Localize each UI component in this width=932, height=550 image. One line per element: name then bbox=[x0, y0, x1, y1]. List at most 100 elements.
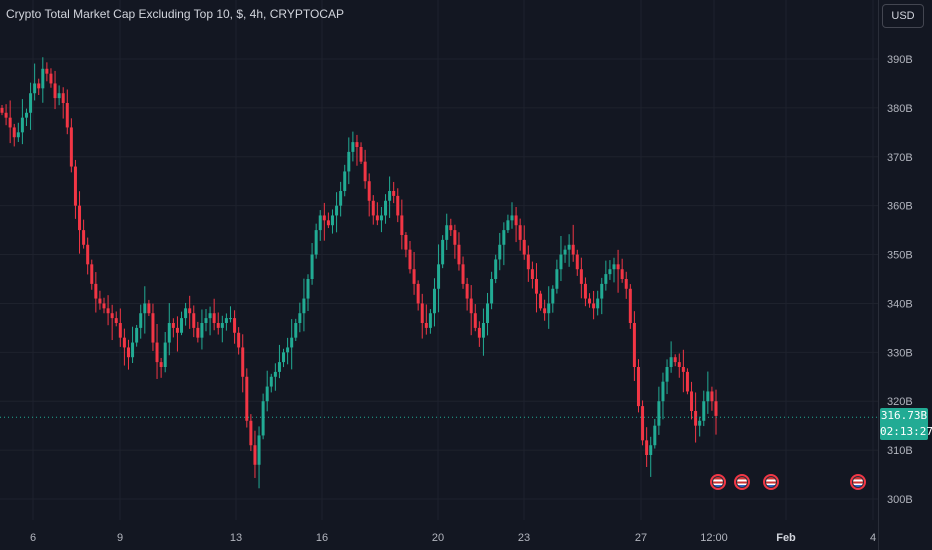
y-tick-label: 320B bbox=[887, 396, 913, 408]
candle-up bbox=[273, 371, 277, 377]
flag-glyph bbox=[713, 477, 723, 487]
candle-down bbox=[396, 195, 400, 216]
flag-glyph bbox=[766, 477, 776, 487]
flag-glyph bbox=[853, 477, 863, 487]
candle-down bbox=[412, 269, 416, 284]
candle-down bbox=[188, 308, 192, 314]
y-tick-label: 330B bbox=[887, 347, 913, 359]
candle-up bbox=[706, 391, 710, 402]
candle-down bbox=[106, 308, 110, 314]
candle-down bbox=[94, 283, 98, 299]
x-tick-label: 16 bbox=[316, 532, 328, 544]
candle-down bbox=[37, 83, 41, 89]
candle-down bbox=[151, 313, 155, 343]
candle-down bbox=[424, 323, 428, 328]
candle-down bbox=[677, 362, 681, 367]
last-price-badge: 316.73B 02:13:27 bbox=[880, 408, 932, 440]
candle-down bbox=[636, 367, 640, 407]
candle-down bbox=[420, 303, 424, 323]
candle-up bbox=[379, 215, 383, 221]
candle-down bbox=[171, 323, 175, 328]
candle-down bbox=[216, 323, 220, 328]
x-tick-label: 4 bbox=[870, 532, 876, 544]
candle-up bbox=[347, 151, 351, 172]
us-flag-icon[interactable] bbox=[710, 474, 726, 490]
candle-down bbox=[237, 332, 241, 348]
candle-down bbox=[461, 264, 465, 284]
us-flag-icon[interactable] bbox=[850, 474, 866, 490]
bar-countdown: 02:13:27 bbox=[880, 425, 932, 438]
candle-down bbox=[367, 181, 371, 201]
candle-down bbox=[375, 215, 379, 221]
candle-down bbox=[616, 264, 620, 270]
candle-up bbox=[298, 313, 302, 323]
candle-up bbox=[180, 318, 184, 333]
x-tick-label: 12:00 bbox=[700, 532, 728, 544]
candle-up bbox=[657, 401, 661, 426]
candle-down bbox=[253, 445, 257, 465]
us-flag-icon[interactable] bbox=[763, 474, 779, 490]
candle-down bbox=[539, 293, 543, 309]
candle-up bbox=[318, 215, 322, 231]
candle-down bbox=[685, 371, 689, 392]
candle-up bbox=[612, 264, 616, 270]
candle-down bbox=[0, 107, 4, 113]
candle-up bbox=[294, 323, 298, 338]
candle-down bbox=[61, 93, 65, 103]
candle-down bbox=[457, 244, 461, 265]
candle-down bbox=[73, 166, 77, 206]
candle-down bbox=[122, 337, 126, 348]
candle-up bbox=[437, 264, 441, 289]
candle-up bbox=[24, 112, 28, 118]
currency-button[interactable]: USD bbox=[882, 4, 924, 28]
candle-down bbox=[620, 269, 624, 279]
price-axis[interactable]: 300B 310B 320B 330B 340B 350B 360B 370B 380B 390B bbox=[887, 54, 913, 506]
candle-up bbox=[653, 425, 657, 446]
candle-up bbox=[29, 93, 33, 113]
candle-down bbox=[363, 161, 367, 182]
us-flag-icon[interactable] bbox=[734, 474, 750, 490]
candle-down bbox=[53, 83, 57, 99]
candle-down bbox=[175, 327, 179, 333]
candle-up bbox=[302, 298, 306, 314]
candle-down bbox=[690, 391, 694, 411]
candle-down bbox=[322, 215, 326, 221]
candle-up bbox=[441, 239, 445, 265]
candle-down bbox=[624, 279, 628, 289]
x-tick-label: 6 bbox=[30, 532, 36, 544]
candle-down bbox=[694, 411, 698, 426]
y-tick-label: 380B bbox=[887, 103, 913, 115]
candle-down bbox=[326, 220, 330, 226]
candle-down bbox=[98, 298, 102, 304]
candle-up bbox=[16, 132, 20, 138]
candle-up bbox=[502, 230, 506, 245]
candle-down bbox=[155, 342, 159, 363]
candle-down bbox=[518, 225, 522, 240]
candle-down bbox=[714, 401, 718, 416]
x-tick-label: 20 bbox=[432, 532, 444, 544]
candle-down bbox=[82, 230, 86, 245]
candle-up bbox=[277, 362, 281, 372]
candle-up bbox=[220, 323, 224, 328]
y-tick-label: 310B bbox=[887, 445, 913, 457]
candle-up bbox=[486, 303, 490, 323]
candle-up bbox=[481, 323, 485, 338]
time-axis[interactable]: 6 9 13 16 20 23 27 12:00 Feb 4 bbox=[30, 532, 876, 544]
candle-up bbox=[510, 215, 514, 221]
candle-up bbox=[351, 142, 355, 152]
candle-down bbox=[469, 298, 473, 314]
candle-down bbox=[583, 283, 587, 299]
candle-down bbox=[241, 347, 245, 377]
candle-up bbox=[139, 313, 143, 328]
x-tick-label: 23 bbox=[518, 532, 530, 544]
candle-down bbox=[526, 254, 530, 270]
candle-up bbox=[661, 381, 665, 402]
candle-down bbox=[196, 327, 200, 338]
y-tick-label: 370B bbox=[887, 152, 913, 164]
candle-up bbox=[600, 283, 604, 299]
candle-up bbox=[563, 249, 567, 255]
candle-down bbox=[78, 205, 82, 231]
candle-down bbox=[628, 288, 632, 323]
candle-down bbox=[245, 376, 249, 421]
